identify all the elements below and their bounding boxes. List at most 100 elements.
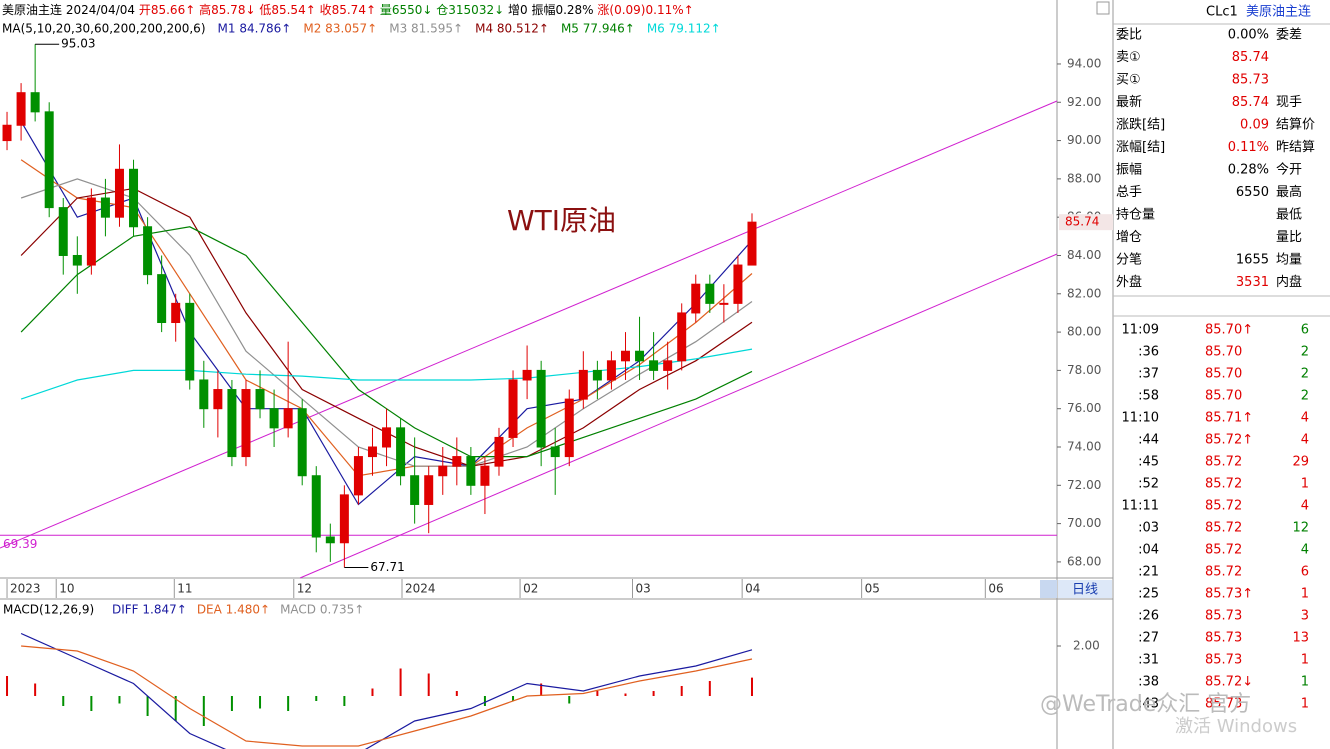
macd-bar [427, 673, 430, 696]
y-tick-label: 82.00 [1067, 286, 1101, 300]
trade-volume: 2 [1301, 389, 1309, 404]
panel-icon[interactable] [1096, 1, 1110, 15]
x-tick-label: 02 [523, 582, 538, 596]
y-tick-label: 74.00 [1067, 440, 1101, 454]
trade-time: :26 [1138, 609, 1159, 624]
macd-bar [652, 691, 655, 696]
quote-label: 最新 [1116, 94, 1142, 110]
trade-volume: 1 [1301, 477, 1309, 492]
macd-bar [455, 691, 458, 696]
macd-legend: DEA 1.480↑ [197, 603, 270, 617]
trade-volume: 6 [1301, 565, 1309, 580]
y-tick-label: 72.00 [1067, 478, 1101, 492]
legend-entry: M4 80.512↑ [475, 22, 549, 36]
macd-bar [90, 696, 93, 711]
candle-body [30, 92, 40, 113]
macd-bar [624, 693, 627, 696]
candle-body [480, 465, 490, 486]
trade-price: 85.73 [1205, 609, 1242, 624]
candle-body [311, 475, 321, 538]
trade-price: 85.70↑ [1205, 323, 1253, 338]
candle-body [705, 283, 715, 304]
quote-label2: 均量 [1276, 253, 1302, 268]
candle-body [86, 197, 96, 266]
quote-value: 0.00% [1228, 28, 1269, 43]
candle-body [424, 475, 434, 505]
trade-volume: 6 [1301, 323, 1309, 338]
trade-price: 85.72 [1205, 565, 1242, 580]
trade-time: :45 [1138, 455, 1159, 470]
y-tick-label: 80.00 [1067, 325, 1101, 339]
quote-label: 外盘 [1116, 274, 1142, 290]
candle-body [508, 379, 518, 438]
quote-label: 持仓量 [1116, 208, 1155, 223]
trade-time: :37 [1138, 367, 1159, 382]
trade-volume: 13 [1292, 631, 1309, 646]
header-item: 开85.66↑ [139, 3, 195, 17]
quote-label2: 委差 [1276, 28, 1302, 43]
macd-bar [6, 676, 9, 696]
candle-body [241, 389, 251, 458]
candle-body [157, 274, 167, 324]
trade-time: :21 [1138, 565, 1159, 580]
quote-label: 涨幅[结] [1116, 140, 1165, 155]
macd-bar [512, 696, 515, 701]
quote-value: 0.11% [1228, 140, 1269, 155]
scroll-box[interactable] [1040, 580, 1057, 598]
period-label[interactable]: 日线 [1072, 583, 1098, 598]
header-item: 涨(0.09)0.11%↑ [597, 2, 693, 17]
trade-volume: 4 [1301, 543, 1309, 558]
y-tick-label: 76.00 [1067, 401, 1101, 415]
watermark: @WeTrade众汇 官方 [1040, 692, 1251, 717]
y-tick-label: 78.00 [1067, 363, 1101, 377]
ma-title: MA(5,10,20,30,60,200,200,200,6) [2, 22, 206, 36]
candle-body [522, 369, 532, 381]
macd-line [20, 632, 753, 749]
candle-body [199, 379, 209, 410]
trade-volume: 1 [1301, 697, 1309, 712]
quote-value: 0.28% [1228, 163, 1269, 178]
price-tag-label: 85.74 [1065, 215, 1099, 229]
quote-label2: 最低 [1276, 208, 1302, 223]
x-tick-label: 2023 [10, 582, 41, 596]
candle-body [536, 369, 546, 448]
quote-label2: 内盘 [1276, 274, 1302, 290]
quote-value: 1655 [1236, 253, 1269, 268]
macd-bar [399, 668, 402, 696]
main-plot [0, 44, 1057, 568]
quote-value: 85.74 [1232, 50, 1269, 65]
trade-price: 85.72 [1205, 543, 1242, 558]
candle-body [620, 350, 630, 362]
macd-bar [708, 681, 711, 696]
trade-volume: 2 [1301, 345, 1309, 360]
x-tick-label: 11 [177, 582, 192, 596]
trade-volume: 1 [1301, 653, 1309, 668]
quote-value: 0.09 [1240, 118, 1269, 133]
trade-time: :38 [1138, 675, 1159, 690]
quote-label2: 最高 [1276, 184, 1302, 200]
header-item: 收85.74↑ [320, 3, 376, 17]
candle-body [494, 436, 504, 467]
peak-label: 95.03 [61, 37, 95, 51]
candle-body [452, 456, 462, 467]
candle-body [466, 456, 476, 486]
candle-body [2, 124, 12, 142]
macd-bar [483, 696, 486, 706]
trade-time: :52 [1138, 477, 1159, 492]
candle-body [44, 111, 54, 209]
candle-body [227, 389, 237, 458]
candle-body [185, 302, 195, 381]
candle-body [396, 427, 406, 477]
candle-body [578, 369, 588, 400]
trade-volume: 4 [1301, 433, 1309, 448]
period-box[interactable] [1058, 580, 1112, 598]
panel-name: 美原油主连 [1246, 4, 1311, 20]
quote-label: 分笔 [1116, 252, 1142, 268]
quote-value: 6550 [1236, 185, 1269, 200]
quote-label: 振幅 [1116, 163, 1142, 178]
candle-body [100, 197, 110, 218]
watermark: 激活 Windows [1175, 716, 1297, 737]
macd-bar [34, 683, 37, 696]
trade-price: 85.70 [1205, 389, 1242, 404]
candle-body [129, 168, 139, 228]
